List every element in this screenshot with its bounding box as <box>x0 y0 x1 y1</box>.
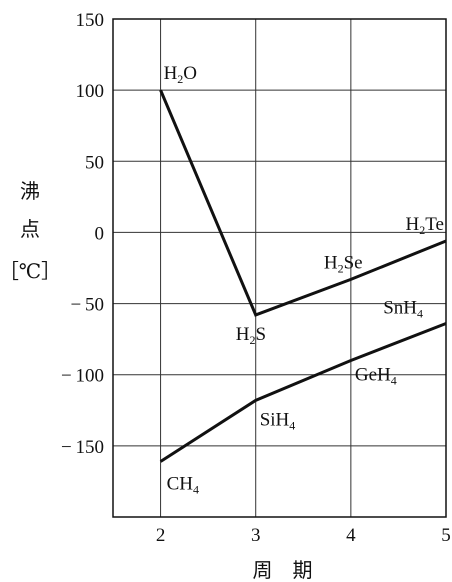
point-label: H2S <box>236 324 266 347</box>
x-axis-title: 周 期 <box>253 558 313 582</box>
point-label: H2Te <box>406 214 444 237</box>
y-axis-title-char: 点 <box>20 217 40 241</box>
y-axis-title-char: 沸 <box>20 179 40 203</box>
y-tick-label: − 150 <box>61 437 104 458</box>
x-tick-label: 3 <box>251 525 261 546</box>
y-tick-label: − 100 <box>61 366 104 387</box>
point-label: SiH4 <box>260 409 296 432</box>
y-tick-label: 150 <box>76 10 105 31</box>
y-tick-label: 100 <box>76 81 105 102</box>
x-tick-label: 2 <box>156 525 166 546</box>
point-label: GeH4 <box>355 364 397 387</box>
y-tick-label: − 50 <box>70 295 104 316</box>
point-label: CH4 <box>167 474 199 497</box>
y-tick-label: 50 <box>85 152 104 173</box>
plot-frame <box>112 18 447 518</box>
x-tick-label: 4 <box>346 525 356 546</box>
y-axis-unit: ［℃］ <box>0 259 61 283</box>
point-label: SnH4 <box>383 297 423 320</box>
point-label: H2Se <box>324 252 363 275</box>
series-line <box>159 89 447 317</box>
x-tick-label: 5 <box>441 525 451 546</box>
series-line <box>159 322 447 463</box>
y-tick-label: 0 <box>95 223 105 244</box>
point-label: H2O <box>164 63 197 86</box>
